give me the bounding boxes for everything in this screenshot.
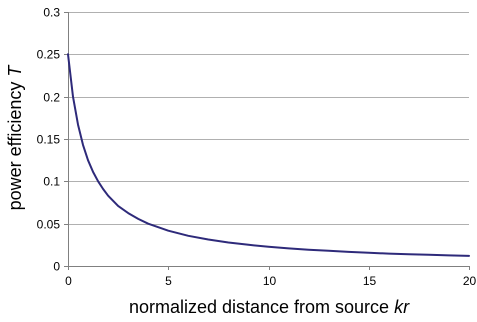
y-tick-label: 0.15 <box>37 133 61 147</box>
y-axis-title-variable: T <box>5 64 25 77</box>
y-tick-label: 0 <box>53 260 60 274</box>
y-tick-label: 0.3 <box>43 6 60 20</box>
x-tick-label: 5 <box>165 274 172 288</box>
series-layer <box>67 53 470 257</box>
y-tick-label: 0.2 <box>43 91 60 105</box>
y-tick-labels: 0 0.05 0.1 0.15 0.2 0.25 0.3 <box>37 6 61 274</box>
x-axis-title-variable: kr <box>394 297 410 317</box>
x-axis-title: normalized distance from source kr <box>129 297 410 317</box>
y-tick-label: 0.05 <box>37 218 61 232</box>
x-tick-labels: 0 5 10 15 20 <box>65 274 476 288</box>
axes <box>64 12 470 270</box>
x-tick-label: 15 <box>363 274 377 288</box>
y-tick-label: 0.25 <box>37 48 61 62</box>
grid <box>68 12 469 225</box>
x-tick-label: 10 <box>263 274 277 288</box>
y-tick-label: 0.1 <box>43 175 60 189</box>
x-tick-label: 20 <box>463 274 477 288</box>
y-axis-title: power efficiency T <box>5 64 25 211</box>
series-line <box>67 53 470 257</box>
y-axis-title-text: power efficiency <box>5 77 25 211</box>
x-axis-title-text: normalized distance from source <box>129 297 394 317</box>
x-tick-label: 0 <box>65 274 72 288</box>
